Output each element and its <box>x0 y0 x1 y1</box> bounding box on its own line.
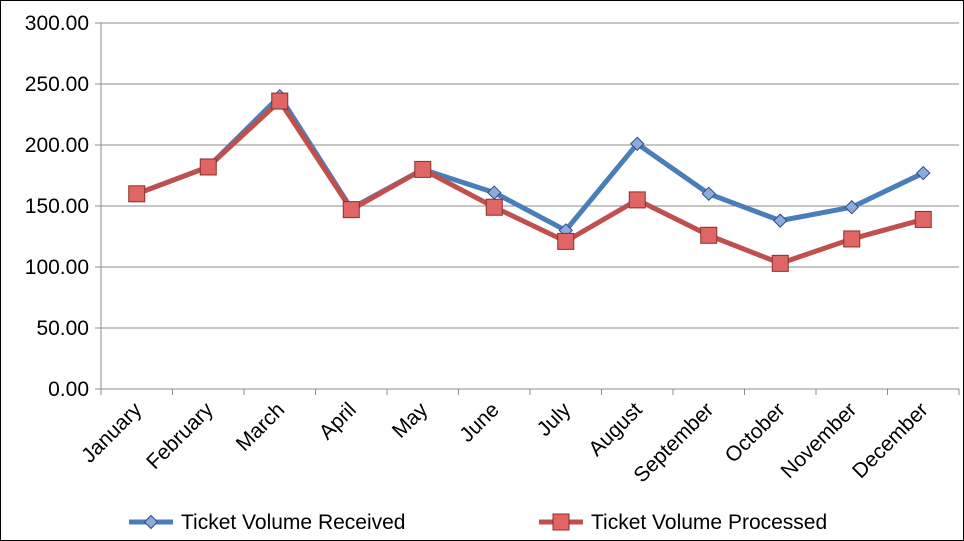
x-tick-label: October <box>721 398 790 467</box>
y-tick-label: 150.00 <box>25 195 89 218</box>
legend-item: Ticket Volume Processed <box>539 511 827 534</box>
data-point <box>700 226 718 244</box>
y-tick-labels: 0.00 50.00 100.00 150.00 200.00 250.00 300.00 <box>25 12 89 401</box>
data-point <box>342 201 360 219</box>
data-point <box>843 230 861 248</box>
axes <box>95 22 960 395</box>
data-point <box>914 210 932 228</box>
legend-marker <box>143 514 159 530</box>
y-tick-label: 50.00 <box>36 317 89 340</box>
data-point <box>199 158 217 176</box>
y-tick-label: 100.00 <box>25 256 89 279</box>
x-tick-label: June <box>455 398 503 446</box>
data-point <box>701 186 716 202</box>
x-tick-label: July <box>533 398 576 441</box>
data-point <box>771 254 789 272</box>
data-point <box>628 191 646 209</box>
data-point <box>414 160 432 178</box>
x-tick-label: November <box>777 398 862 483</box>
series <box>128 88 932 272</box>
legend: Ticket Volume Received Ticket Volume Proc… <box>129 511 827 534</box>
data-point <box>773 213 788 228</box>
data-point <box>485 198 503 216</box>
data-point <box>557 232 575 250</box>
y-tick-label: 200.00 <box>25 134 89 157</box>
series-line <box>134 93 926 233</box>
data-point <box>844 200 859 215</box>
legend-marker <box>552 513 570 531</box>
x-tick-label: February <box>142 398 218 474</box>
y-tick-label: 0.00 <box>48 378 89 401</box>
data-point <box>916 165 931 181</box>
data-point <box>128 185 146 203</box>
y-tick-label: 300.00 <box>25 12 89 35</box>
series-line <box>134 98 926 266</box>
legend-item: Ticket Volume Received <box>129 511 406 534</box>
y-tick-label: 250.00 <box>25 73 89 96</box>
gridlines <box>101 22 959 329</box>
x-tick-label: April <box>315 398 361 444</box>
series-received <box>129 88 931 238</box>
data-point <box>271 92 289 110</box>
x-tick-label: May <box>388 398 433 443</box>
x-tick-label: August <box>584 398 647 461</box>
series-processed <box>128 92 932 272</box>
data-point <box>630 136 645 151</box>
x-tick-label: December <box>848 398 933 483</box>
legend-label: Ticket Volume Received <box>181 511 406 534</box>
x-tick-label: March <box>232 398 290 456</box>
legend-label: Ticket Volume Processed <box>591 511 827 534</box>
x-tick-label: January <box>77 398 146 467</box>
